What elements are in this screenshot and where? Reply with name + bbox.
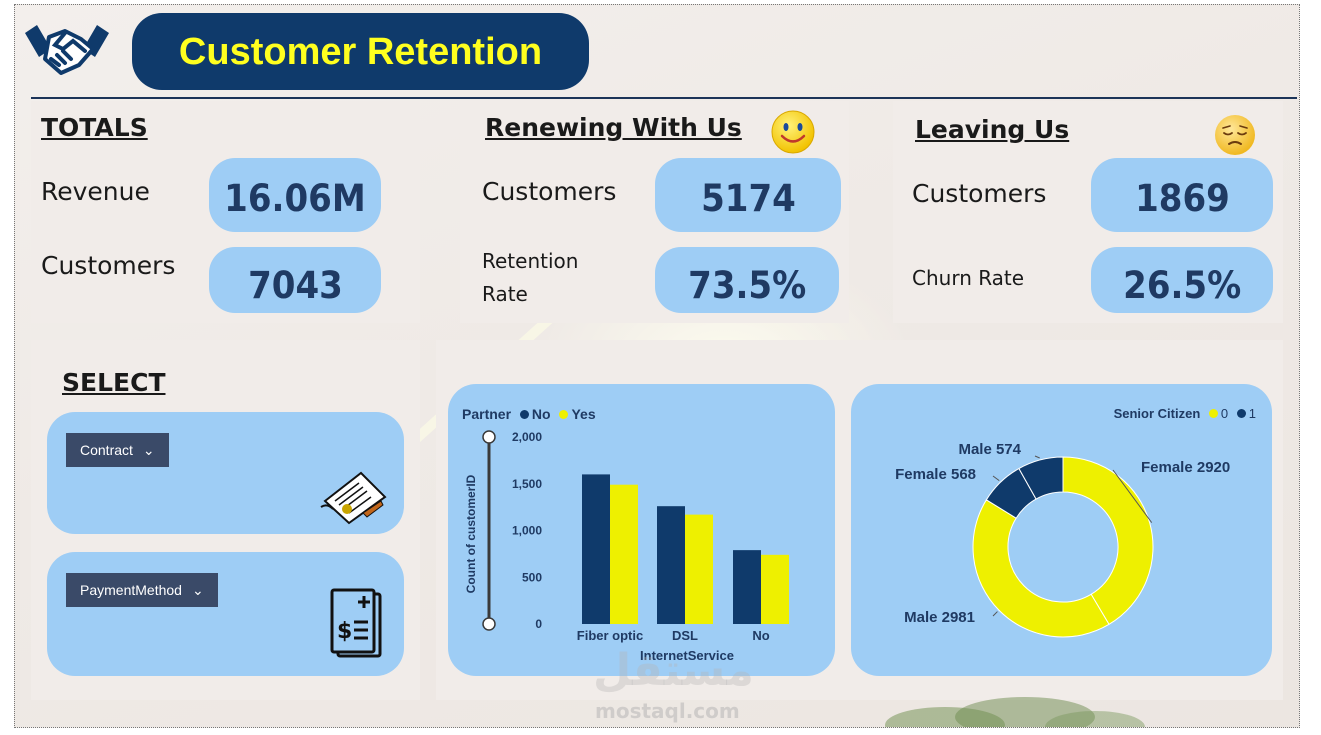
churn-rate-label: Churn Rate xyxy=(912,266,1025,290)
bar-yes-no[interactable] xyxy=(761,554,789,624)
payment-method-dropdown-label: PaymentMethod xyxy=(80,582,182,598)
header-divider xyxy=(31,97,1297,99)
renewing-customers-kpi: 5174 xyxy=(655,158,841,232)
retention-rate-value: 73.5% xyxy=(687,264,807,307)
bar-yes-dsl[interactable] xyxy=(685,514,713,624)
total-customers-label: Customers xyxy=(41,251,176,280)
totals-heading: TOTALS xyxy=(41,113,148,142)
revenue-value: 16.06M xyxy=(224,177,366,220)
retention-rate-label-line1: Retention xyxy=(482,249,579,273)
donut-data-label: Male 574 xyxy=(958,441,1021,458)
renewing-card: Renewing With Us Customers 5174 Retentio… xyxy=(460,101,849,323)
legend-1-label: 1 xyxy=(1248,406,1256,421)
churn-rate-value: 26.5% xyxy=(1122,264,1242,307)
partner-legend: Partner No Yes xyxy=(462,406,596,422)
donut-slice-male-2981[interactable] xyxy=(972,499,1110,638)
select-heading: SELECT xyxy=(62,368,166,397)
revenue-kpi: 16.06M xyxy=(209,158,381,232)
smiley-face-icon xyxy=(771,110,815,154)
donut-data-label: Female 568 xyxy=(895,466,976,483)
sad-face-icon xyxy=(1215,115,1255,155)
legend-0-dot xyxy=(1208,409,1218,418)
payment-slicer-panel: PaymentMethod ⌄ $ xyxy=(47,552,404,676)
watermark-arabic: مستقل xyxy=(593,645,754,696)
leaving-customers-value: 1869 xyxy=(1134,177,1230,220)
renewing-customers-label: Customers xyxy=(482,177,617,206)
donut-leader-line xyxy=(992,475,1000,482)
churn-rate-kpi: 26.5% xyxy=(1091,247,1273,313)
legend-title: Partner xyxy=(462,406,512,422)
donut-leader-line xyxy=(992,611,998,617)
legend-yes-label: Yes xyxy=(571,406,596,422)
total-customers-value: 7043 xyxy=(247,264,343,307)
bar-no-dsl[interactable] xyxy=(657,506,685,624)
x-category-label: Fiber optic xyxy=(577,628,643,643)
contract-document-icon xyxy=(320,471,387,525)
y-tick-label: 0 xyxy=(535,617,542,631)
chevron-down-icon: ⌄ xyxy=(191,582,204,598)
handshake-icon xyxy=(25,25,109,75)
payment-method-dropdown[interactable]: PaymentMethod ⌄ xyxy=(66,573,218,607)
donut-leader-line xyxy=(1112,469,1153,523)
total-customers-kpi: 7043 xyxy=(209,247,381,313)
renewing-heading: Renewing With Us xyxy=(485,113,742,142)
contract-dropdown[interactable]: Contract ⌄ xyxy=(66,433,169,467)
legend-title: Senior Citizen xyxy=(1113,406,1201,421)
legend-0-label: 0 xyxy=(1220,406,1229,421)
retention-rate-kpi: 73.5% xyxy=(655,247,839,313)
donut-data-label: Male 2981 xyxy=(904,609,975,626)
x-category-label: DSL xyxy=(672,628,698,643)
donut-chart-panel: Senior Citizen 0 1 Female 2920 Male 2981 F… xyxy=(851,384,1272,676)
leaving-customers-label: Customers xyxy=(912,179,1047,208)
donut-slice-male-574[interactable] xyxy=(1018,456,1064,500)
bar-chart: Count of customerID InternetService 2,00… xyxy=(464,430,789,663)
svg-text:$: $ xyxy=(337,619,352,644)
leaving-heading: Leaving Us xyxy=(915,115,1070,144)
y-tick-label: 1,000 xyxy=(512,524,542,538)
donut-leader-line xyxy=(1034,455,1040,459)
bar-yes-fiber-optic[interactable] xyxy=(610,484,638,624)
bar-no-fiber-optic[interactable] xyxy=(582,474,610,624)
totals-card: TOTALS Revenue 16.06M Customers 7043 xyxy=(31,101,420,323)
bar-chart-panel: Partner No Yes Count of customerID Inter… xyxy=(448,384,835,676)
contract-slicer-panel: Contract ⌄ xyxy=(47,412,404,534)
title-banner: Customer Retention xyxy=(132,13,589,90)
contract-dropdown-label: Contract xyxy=(80,442,133,458)
revenue-label: Revenue xyxy=(41,177,150,206)
chevron-down-icon: ⌄ xyxy=(142,442,155,458)
y-tick-label: 500 xyxy=(522,570,542,584)
tree-decoration xyxy=(885,697,1145,727)
donut-slice-female-2920[interactable] xyxy=(1062,456,1154,626)
senior-citizen-legend: Senior Citizen 0 1 xyxy=(1114,406,1256,421)
x-axis-title: InternetService xyxy=(640,648,734,663)
zoom-slider-bottom-handle[interactable] xyxy=(482,617,496,631)
leaving-card: Leaving Us Customers 1869 Churn Rate 26.… xyxy=(893,101,1283,323)
legend-no-dot xyxy=(519,410,529,419)
y-tick-label: 1,500 xyxy=(512,477,542,491)
legend-1-dot xyxy=(1236,409,1246,418)
charts-card: Partner No Yes Count of customerID Inter… xyxy=(436,340,1283,700)
donut-chart: Female 2920 Male 2981 Female 568 Male 574 xyxy=(895,441,1230,638)
invoice-icon: $ xyxy=(330,588,382,658)
y-axis-title: Count of customerID xyxy=(464,474,478,593)
bar-no-no[interactable] xyxy=(733,550,761,624)
leaving-customers-kpi: 1869 xyxy=(1091,158,1273,232)
x-category-label: No xyxy=(752,628,769,643)
page-title: Customer Retention xyxy=(178,31,543,73)
select-card: SELECT Contract ⌄ PaymentMethod ⌄ $ xyxy=(31,340,420,700)
y-tick-label: 2,000 xyxy=(512,430,542,444)
watermark-latin: mostaql.com xyxy=(595,699,740,723)
legend-no-label: No xyxy=(531,406,551,422)
zoom-slider-top-handle[interactable] xyxy=(482,430,496,444)
legend-yes-dot xyxy=(559,410,569,419)
donut-data-label: Female 2920 xyxy=(1141,459,1230,476)
renewing-customers-value: 5174 xyxy=(700,177,796,220)
retention-rate-label-line2: Rate xyxy=(482,282,528,306)
dashboard-canvas: Customer Retention TOTALS Revenue 16.06M… xyxy=(14,4,1300,728)
